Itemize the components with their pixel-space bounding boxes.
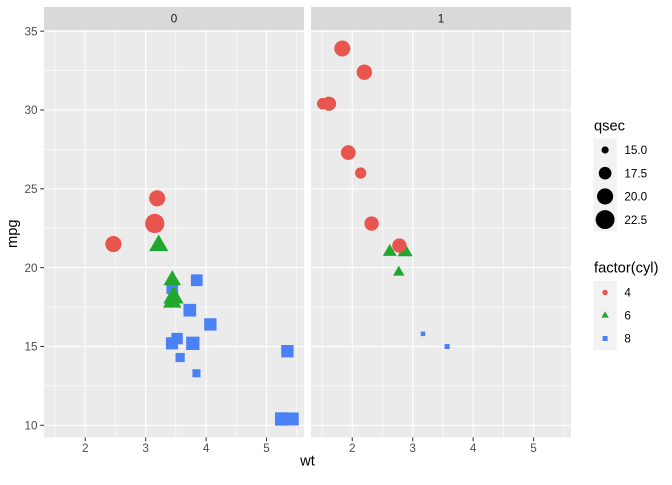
svg-text:35: 35	[24, 25, 38, 38]
svg-text:3: 3	[142, 442, 149, 455]
svg-text:15: 15	[24, 341, 38, 354]
svg-text:5: 5	[530, 442, 537, 455]
svg-text:8: 8	[624, 333, 631, 346]
svg-text:22.5: 22.5	[624, 214, 647, 227]
svg-text:2: 2	[349, 442, 356, 455]
svg-text:1: 1	[438, 13, 445, 26]
svg-text:4: 4	[624, 287, 631, 300]
svg-text:20: 20	[24, 262, 38, 275]
svg-text:20.0: 20.0	[624, 191, 647, 204]
svg-text:wt: wt	[299, 454, 315, 470]
svg-text:10: 10	[24, 419, 38, 432]
svg-text:2: 2	[82, 442, 89, 455]
svg-text:qsec: qsec	[594, 119, 625, 135]
svg-text:25: 25	[24, 183, 38, 196]
svg-text:0: 0	[171, 13, 178, 26]
svg-text:17.5: 17.5	[624, 167, 647, 180]
svg-text:6: 6	[624, 310, 631, 323]
svg-text:5: 5	[263, 442, 270, 455]
svg-text:30: 30	[24, 104, 38, 117]
svg-text:4: 4	[470, 442, 477, 455]
svg-text:factor(cyl): factor(cyl)	[594, 261, 658, 277]
svg-text:15.0: 15.0	[624, 144, 647, 157]
svg-text:3: 3	[409, 442, 416, 455]
svg-text:mpg: mpg	[5, 219, 21, 248]
svg-text:4: 4	[203, 442, 210, 455]
